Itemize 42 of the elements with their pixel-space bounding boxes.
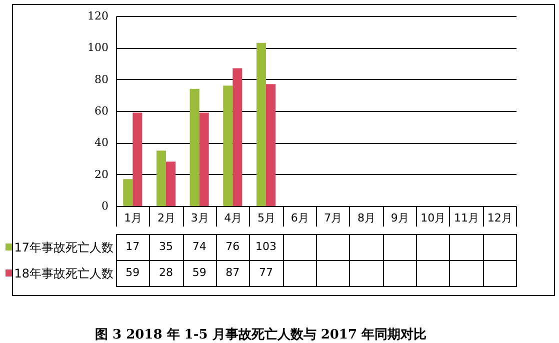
- y-tick-label: 100: [88, 41, 108, 54]
- y-tick-label: 0: [102, 200, 108, 212]
- bar: [223, 86, 233, 206]
- data-label: 74: [192, 240, 206, 253]
- data-label: 87: [226, 266, 240, 279]
- data-label: 103: [256, 240, 276, 253]
- x-tick-label: 7月: [324, 212, 342, 224]
- data-label: 28: [159, 266, 173, 279]
- x-tick-label: 4月: [224, 212, 242, 224]
- bar: [232, 68, 242, 206]
- x-tick-label: 12月: [487, 212, 512, 224]
- y-tick-label: 20: [94, 168, 108, 181]
- x-tick-label: 6月: [290, 212, 309, 224]
- x-tick-label: 8月: [358, 212, 376, 224]
- data-label: 77: [259, 266, 273, 279]
- legend-label: 17年事故死亡人数: [14, 240, 114, 254]
- x-tick-label: 2月: [158, 212, 176, 224]
- data-label: 76: [226, 240, 240, 253]
- bar: [166, 162, 176, 206]
- bar: [132, 112, 142, 206]
- bar: [256, 42, 266, 206]
- bar: [156, 150, 166, 206]
- y-tick-label: 40: [94, 136, 108, 150]
- data-label: 17: [126, 240, 140, 253]
- x-tick-label: 9月: [390, 212, 409, 224]
- data-label: 59: [126, 266, 140, 279]
- data-label: 59: [192, 266, 206, 279]
- data-label: 35: [159, 240, 173, 253]
- x-tick-label: 5月: [258, 212, 276, 224]
- x-tick-label: 10月: [420, 212, 446, 224]
- x-tick-label: 3月: [190, 212, 209, 224]
- y-tick-label: 120: [88, 10, 108, 22]
- bar: [123, 179, 133, 206]
- y-tick-label: 80: [94, 72, 108, 86]
- text: 图 3 2018 年 1-5 月事故死亡人数与 2017 年同期对比: [94, 326, 427, 342]
- bar: [190, 88, 200, 206]
- y-tick-label: 60: [94, 104, 108, 118]
- legend-label: 18年事故死亡人数: [14, 266, 114, 280]
- x-tick-label: 11月: [454, 212, 479, 224]
- bar: [199, 112, 209, 206]
- x-tick-label: 1月: [124, 212, 142, 224]
- bar: [266, 84, 276, 206]
